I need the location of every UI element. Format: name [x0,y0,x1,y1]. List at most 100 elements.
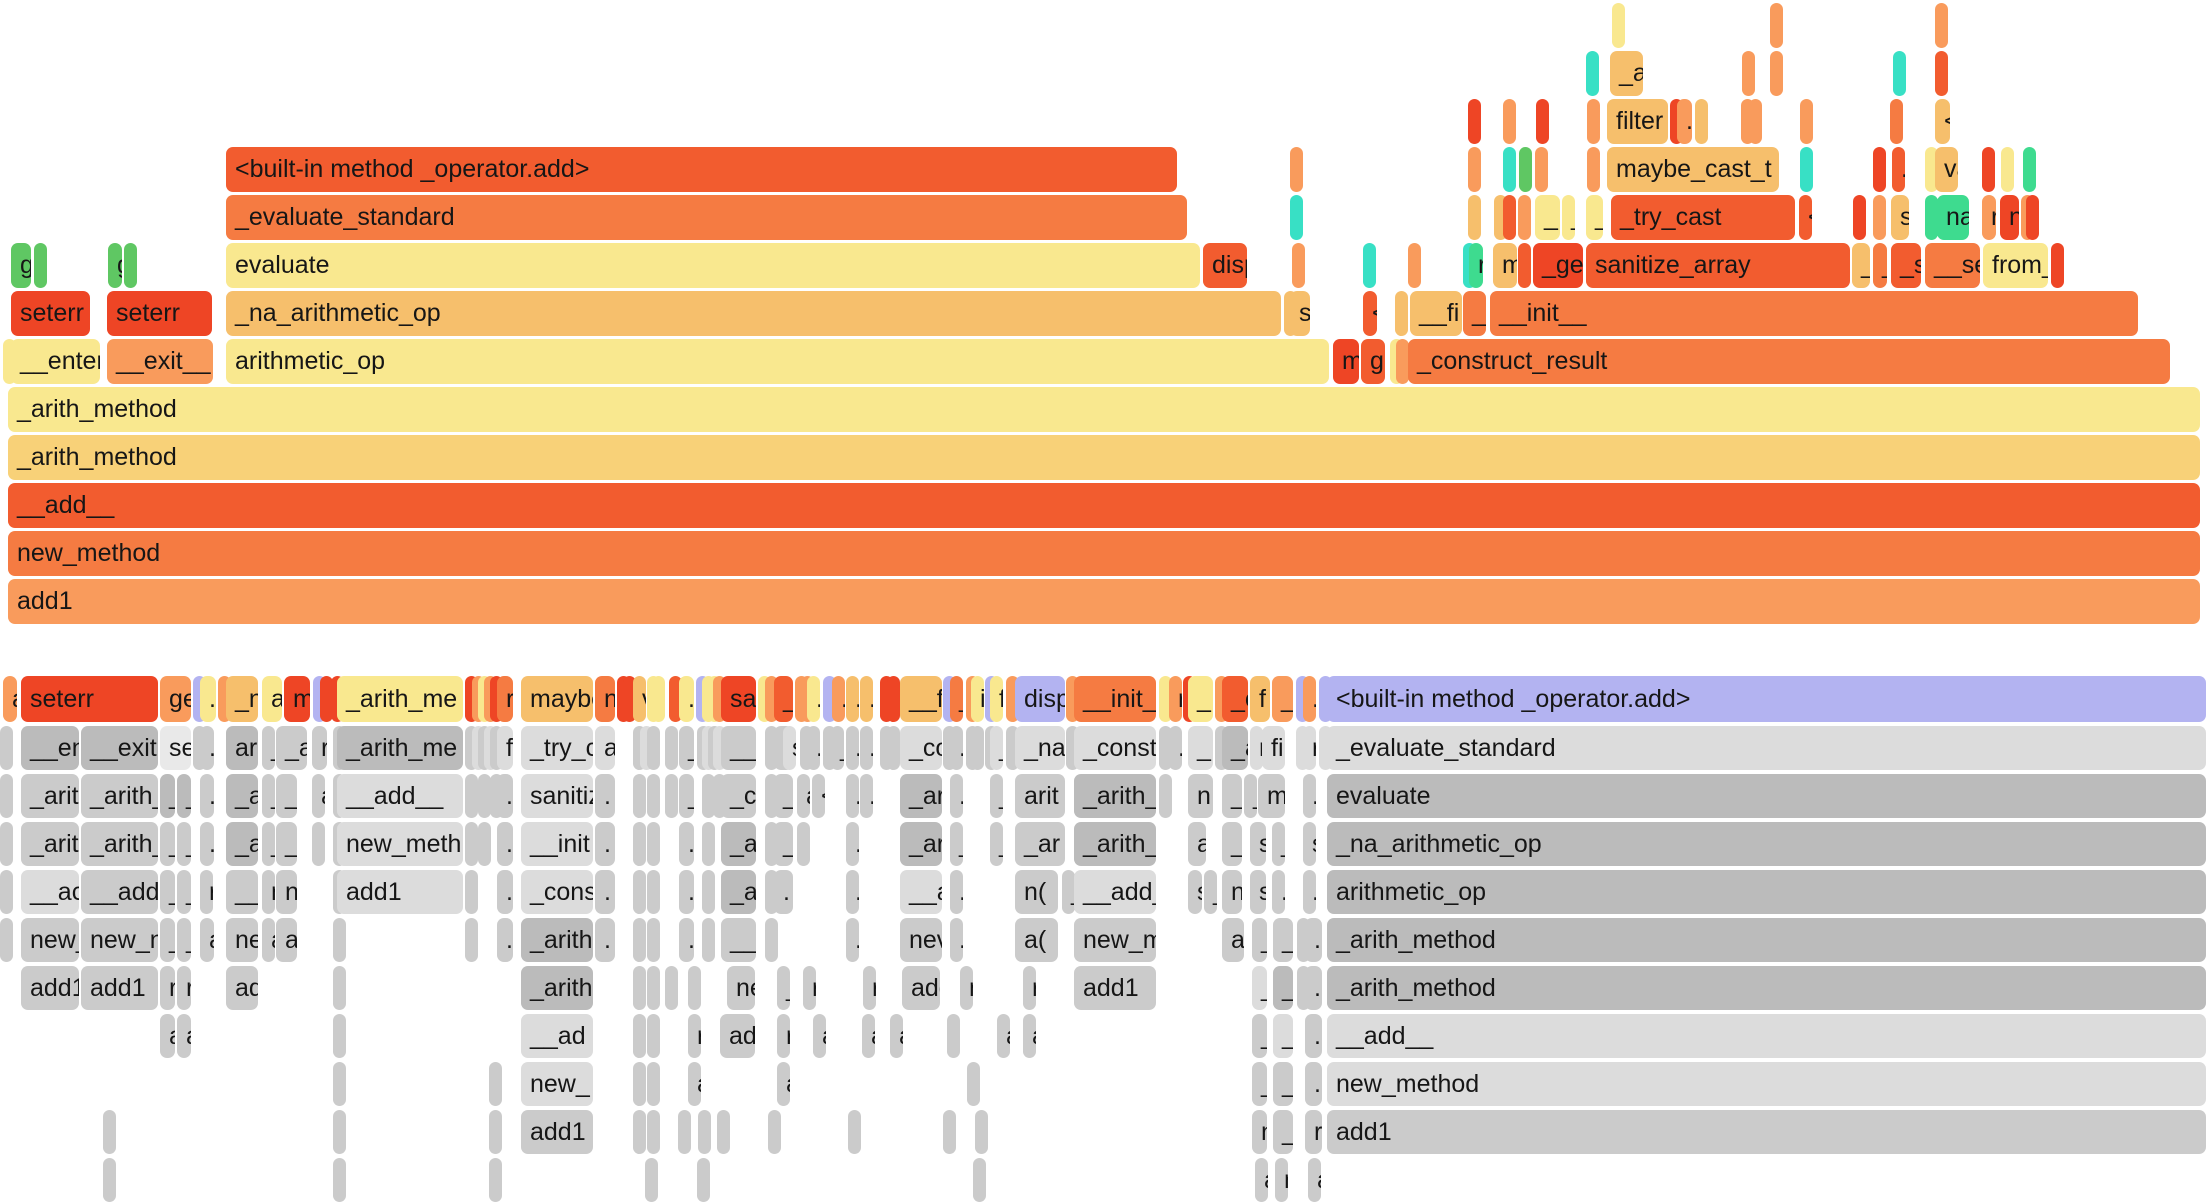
frame-sliver[interactable] [333,1062,346,1106]
frame[interactable]: _ [1535,195,1560,240]
frame[interactable]: _cons [521,870,593,914]
frame-sliver[interactable] [1890,99,1903,144]
frame[interactable]: sanitiz [521,774,593,818]
frame-sliver[interactable] [0,822,13,866]
frame[interactable]: _c [1222,676,1248,722]
frame[interactable]: r [177,966,191,1010]
frame-sliver[interactable] [1742,51,1755,96]
frame-sliver[interactable] [633,1014,646,1058]
frame[interactable]: . [1305,1062,1322,1106]
frame[interactable]: i [971,676,984,722]
frame[interactable]: _ [1252,966,1267,1010]
frame[interactable]: n [2000,195,2019,240]
frame[interactable]: n [1188,774,1213,818]
frame[interactable]: . [846,822,859,866]
frame-sliver[interactable] [1518,195,1531,240]
frame-sliver[interactable] [1408,243,1421,288]
frame[interactable]: _ [160,918,175,962]
frame[interactable]: _ [1244,774,1257,818]
frame[interactable]: . [1892,147,1905,192]
frame[interactable]: add1 [1327,1110,2206,1154]
frame[interactable]: a [3,676,17,722]
frame-sliver[interactable] [489,1062,502,1106]
frame[interactable]: . [200,726,214,770]
frame[interactable]: _ [950,676,963,722]
frame[interactable]: _ [1272,676,1293,722]
frame-sliver[interactable] [1873,195,1886,240]
frame[interactable]: a [262,676,282,722]
frame-sliver[interactable] [848,1110,861,1154]
frame-sliver[interactable] [645,1158,658,1202]
frame-sliver[interactable] [1536,99,1549,144]
frame-sliver[interactable] [647,1062,660,1106]
frame-sliver[interactable] [1468,99,1481,144]
frame[interactable]: n [960,966,973,1010]
frame[interactable]: _ [774,774,793,818]
frame-sliver[interactable] [633,774,646,818]
frame[interactable]: . [832,676,845,722]
frame[interactable]: _ [262,822,275,866]
frame[interactable]: n [1222,870,1242,914]
frame[interactable]: _arith_method [1327,918,2206,962]
frame[interactable]: . [1169,726,1182,770]
frame-sliver[interactable] [0,726,13,770]
frame-sliver[interactable] [1468,147,1481,192]
frame[interactable]: _ [160,870,175,914]
frame-sliver[interactable] [489,1158,502,1202]
frame-sliver[interactable] [333,918,346,962]
frame-sliver[interactable] [698,1110,711,1154]
frame-sliver[interactable] [1695,99,1708,144]
frame[interactable]: . [1677,99,1692,144]
frame[interactable]: . [679,676,694,722]
frame-sliver[interactable] [768,1110,781,1154]
frame[interactable]: add1 [337,870,463,914]
frame[interactable]: . [1272,870,1285,914]
frame-sliver[interactable] [623,676,636,722]
frame[interactable]: _ [1463,291,1486,336]
frame[interactable]: . [807,726,820,770]
frame[interactable]: __f [900,676,942,722]
frame[interactable]: _ [990,774,1003,818]
frame[interactable]: r [1982,195,1996,240]
frame-sliver[interactable] [1873,147,1886,192]
frame[interactable]: f [1250,676,1270,722]
frame[interactable]: . [497,822,513,866]
frame[interactable]: _ [160,774,175,818]
frame-sliver[interactable] [647,918,660,962]
frame-sliver[interactable] [633,1110,646,1154]
frame-sliver[interactable] [665,726,678,770]
frame[interactable]: _ [1852,243,1870,288]
frame[interactable]: _construct_result [1408,339,2170,384]
frame[interactable]: . [860,774,873,818]
frame-sliver[interactable] [1519,147,1532,192]
frame[interactable]: sanitize_array [1586,243,1850,288]
frame-sliver[interactable] [665,774,678,818]
frame-sliver[interactable] [702,774,715,818]
frame[interactable]: _ [262,726,275,770]
frame-sliver[interactable] [1935,51,1948,96]
frame[interactable]: . [1303,870,1316,914]
frame-sliver[interactable] [333,1158,346,1202]
frame[interactable]: a [777,1062,790,1106]
frame[interactable]: a [1255,1158,1268,1202]
frame-sliver[interactable] [887,726,900,770]
frame[interactable]: s [1250,870,1266,914]
frame-sliver[interactable] [465,774,478,818]
frame-sliver[interactable] [1586,51,1599,96]
frame-sliver[interactable] [1159,774,1172,818]
frame[interactable]: r [803,966,816,1010]
frame[interactable]: a [797,774,810,818]
frame[interactable]: ad [1222,918,1244,962]
frame[interactable]: new_method [8,531,2200,576]
frame[interactable]: __ [226,870,258,914]
frame[interactable]: _arith_ [81,774,158,818]
frame-sliver[interactable] [1800,99,1813,144]
frame[interactable]: .. [200,774,214,818]
frame[interactable]: __ad [521,1014,593,1058]
frame-sliver[interactable] [333,1110,346,1154]
frame-sliver[interactable] [320,676,333,722]
frame-sliver[interactable] [465,822,478,866]
frame-sliver[interactable] [465,870,478,914]
frame[interactable]: _ [679,726,694,770]
frame[interactable]: _arith [521,966,593,1010]
